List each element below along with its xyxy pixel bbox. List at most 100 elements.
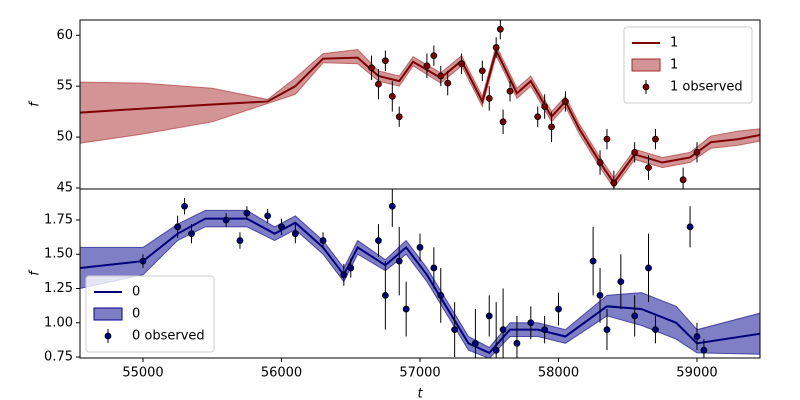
observed-point [444,79,452,87]
legend-label: 1 [670,58,678,73]
observed-point [513,339,521,347]
observed-point [693,148,701,156]
observed-point [652,326,659,334]
observed-point [236,237,244,244]
observed-point [589,257,597,265]
x-tick-label: 57000 [399,366,440,381]
legend-swatch [104,332,112,340]
legend: 1 1 1 observed [623,26,753,104]
x-tick-label: 56000 [261,366,302,381]
observed-point [291,230,299,238]
observed-point [506,87,514,95]
observed-point [700,346,708,354]
plot-area [80,20,760,189]
legend-label: 0 [132,285,140,300]
observed-point [381,57,389,65]
legend: 0 0 0 observed [85,275,215,353]
observed-point [617,278,625,286]
observed-point [174,223,182,231]
observed-point [388,202,396,210]
y-tick-label: 60 [56,28,73,43]
observed-point [478,67,486,75]
observed-point [603,326,611,334]
observed-point [631,312,639,320]
observed-point [541,103,549,110]
observed-point [631,148,639,156]
observed-point [278,223,285,231]
observed-point [451,326,459,334]
observed-point [340,271,348,279]
observed-point [402,305,410,313]
observed-point [555,305,562,313]
observed-point [496,25,504,33]
observed-point [534,113,542,121]
y-tick-label: 1.00 [44,315,73,330]
observed-point [375,237,382,244]
observed-point [686,223,694,231]
y-tick-label: 45 [56,180,73,195]
observed-point [492,346,500,354]
observed-point [139,257,147,265]
observed-point [562,98,569,105]
observed-point [596,291,604,299]
observed-point [319,237,327,244]
observed-point [645,264,652,272]
observed-point [188,230,195,238]
legend-swatch [631,58,661,72]
legend-label: 1 observed [670,80,743,95]
observed-point [368,64,375,72]
x-tick-label: 59000 [676,366,717,381]
y-tick-label: 50 [56,130,73,145]
y-axis-label: f [28,100,43,107]
y-tick-label: 1.50 [44,247,73,262]
legend-frame [623,26,753,104]
observed-point [485,312,493,320]
mean-line [80,217,760,355]
observed-point [388,92,396,100]
observed-point [437,72,445,80]
observed-point [416,243,424,251]
legend-label: 0 observed [132,329,205,344]
observed-point [645,164,652,172]
observed-point [395,113,403,121]
observed-point [693,333,701,340]
plot-area [80,189,760,358]
observed-point [395,257,403,265]
observed-point [222,216,230,224]
y-axis-label: f [28,269,43,276]
legend-label: 0 [132,307,140,322]
observed-point [527,319,535,327]
observed-point [603,135,611,143]
y-tick-label: 0.75 [44,350,73,365]
confidence-band [80,44,760,189]
legend-swatch [642,83,650,91]
observed-point [437,291,445,299]
observed-point [652,135,659,143]
observed-point [499,118,507,126]
observed-point [485,94,493,102]
observed-point [430,264,438,272]
x-tick-label: 55000 [122,366,163,381]
legend-swatch [93,307,123,321]
observed-point [458,60,465,68]
observed-point [381,291,389,299]
y-tick-label: 55 [56,79,73,94]
x-axis-label: t [417,387,423,400]
observed-point [610,179,618,187]
x-tick-label: 58000 [538,366,579,381]
observed-point [548,123,555,131]
observed-point [264,212,272,220]
y-tick-label: 1.25 [44,281,73,296]
observed-point [499,326,507,334]
y-tick-label: 1.75 [44,212,73,227]
legend-frame [85,275,215,353]
observed-point [347,264,355,272]
legend-label: 1 [670,36,678,51]
observed-point [492,44,500,51]
observed-point [541,326,549,334]
observed-point [430,52,438,60]
observed-point [596,159,604,166]
observed-point [679,176,687,184]
observed-point [375,80,382,88]
